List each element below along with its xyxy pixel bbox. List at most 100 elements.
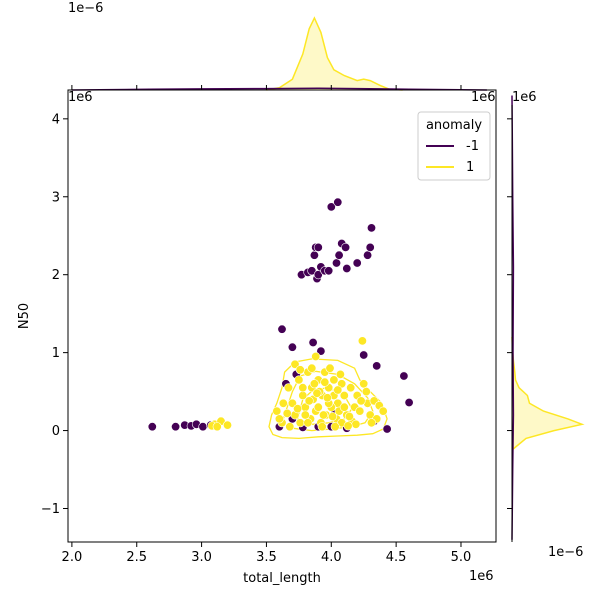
scatter-point-anomaly_neg (331, 258, 341, 268)
x-axis-label: total_length (243, 571, 321, 586)
x-tick-label: 3.0 (191, 550, 212, 565)
y-tick-label: 4 (52, 112, 60, 127)
scatter-point-anomaly_neg (316, 346, 326, 356)
top-kde-line-anomaly_neg (71, 87, 487, 91)
scatter-point-anomaly_pos (309, 379, 319, 389)
scatter-point-anomaly_pos (313, 402, 323, 412)
y-axis-label: N50 (17, 303, 32, 329)
y-scale-label: 1e6 (68, 90, 93, 105)
scatter-point-anomaly_pos (320, 377, 330, 387)
x-tick-label: 4.5 (386, 550, 407, 565)
scatter-points (147, 197, 414, 434)
scatter-point-anomaly_pos (322, 393, 332, 403)
x-scale-label-bottom: 1e6 (469, 569, 494, 584)
y-tick-label: 1 (52, 346, 60, 361)
scatter-point-anomaly_neg (366, 223, 376, 233)
scatter-point-anomaly_pos (285, 422, 295, 432)
y-tick-label: 3 (52, 190, 60, 205)
x-tick-label: 5.0 (451, 550, 472, 565)
scatter-point-anomaly_neg (147, 422, 157, 432)
top-kde-line-anomaly_pos (266, 16, 403, 91)
scatter-point-anomaly_pos (356, 396, 366, 406)
scatter-point-anomaly_neg (382, 424, 392, 434)
scatter-point-anomaly_pos (300, 410, 310, 420)
x-tick-label: 2.0 (62, 550, 83, 565)
scatter-point-anomaly_pos (295, 418, 305, 428)
x-tick-label: 4.0 (321, 550, 342, 565)
scatter-point-anomaly_neg (307, 266, 317, 276)
scatter-point-anomaly_pos (325, 363, 335, 373)
scatter-point-anomaly_pos (351, 419, 361, 429)
scatter-point-anomaly_pos (307, 363, 317, 373)
scatter-point-anomaly_pos (212, 422, 222, 432)
scatter-point-anomaly_neg (363, 250, 373, 260)
right-marginal-scale-label: 1e−6 (548, 545, 583, 560)
scatter-point-anomaly_neg (309, 250, 319, 260)
scatter-point-anomaly_pos (318, 410, 328, 420)
x-tick-label: 3.5 (256, 550, 277, 565)
scatter-point-anomaly_pos (344, 411, 354, 421)
scatter-point-anomaly_pos (343, 421, 353, 431)
scatter-point-anomaly_pos (295, 365, 305, 375)
scatter-point-anomaly_pos (293, 404, 303, 414)
scatter-point-anomaly_pos (311, 351, 321, 361)
scatter-point-anomaly_pos (223, 420, 233, 430)
scatter-point-anomaly_pos (282, 408, 292, 418)
scatter-point-anomaly_pos (274, 414, 284, 424)
scatter-point-anomaly_neg (333, 197, 343, 207)
scatter-point-anomaly_neg (326, 202, 336, 212)
scatter-point-anomaly_pos (303, 418, 313, 428)
right-marginal-top-scale-label: 1e6 (512, 90, 537, 105)
scatter-point-anomaly_pos (329, 375, 339, 385)
scatter-point-anomaly_neg (324, 266, 334, 276)
scatter-point-anomaly_pos (278, 398, 288, 408)
y-axis-ticks: −1 0 1 2 3 4 (41, 112, 512, 517)
x-axis-ticks: 2.0 2.5 3.0 3.5 4.0 4.5 5.0 (62, 85, 472, 565)
scatter-point-anomaly_pos (366, 418, 376, 428)
scatter-point-anomaly_pos (346, 383, 356, 393)
y-tick-label: 0 (52, 424, 60, 439)
legend-label-pos: 1 (466, 160, 474, 175)
x-scale-label: 1e6 (471, 90, 496, 105)
scatter-point-anomaly_neg (404, 397, 414, 407)
scatter-point-anomaly_neg (365, 242, 375, 252)
right-marginal: 1e−6 (511, 95, 585, 560)
top-marginal: 1e−6 (68, 1, 496, 91)
scatter-point-anomaly_neg (313, 242, 323, 252)
scatter-point-anomaly_pos (294, 375, 304, 385)
scatter-point-anomaly_pos (290, 359, 300, 369)
scatter-point-anomaly_pos (339, 402, 349, 412)
scatter-point-anomaly_pos (328, 411, 338, 421)
scatter-point-anomaly_pos (298, 383, 308, 393)
scatter-point-anomaly_neg (277, 324, 287, 334)
scatter-point-anomaly_pos (287, 398, 297, 408)
scatter-point-anomaly_pos (304, 396, 314, 406)
plot-frame (67, 89, 497, 543)
legend-title: anomaly (426, 118, 482, 133)
scatter-point-anomaly_neg (342, 263, 352, 273)
scatter-point-anomaly_neg (287, 342, 297, 352)
scatter-point-anomaly_pos (317, 422, 327, 432)
scatter-point-anomaly_pos (359, 379, 369, 389)
scatter-point-anomaly_pos (339, 390, 349, 400)
scatter-point-anomaly_neg (308, 337, 318, 347)
right-kde-fill-anomaly_pos (512, 337, 582, 450)
scatter-point-anomaly_neg (352, 258, 362, 268)
scatter-point-anomaly_neg (399, 371, 409, 381)
scatter-point-anomaly_pos (283, 383, 293, 393)
scatter-point-anomaly_pos (312, 388, 322, 398)
x-tick-label: 2.5 (126, 550, 147, 565)
legend: anomaly -1 1 (417, 111, 491, 181)
scatter-point-anomaly_neg (372, 361, 382, 371)
y-tick-label: −1 (41, 502, 60, 517)
scatter-point-anomaly_pos (378, 406, 388, 416)
scatter-point-anomaly_pos (333, 385, 343, 395)
scatter-point-anomaly_neg (359, 350, 369, 360)
main-axes: −1 0 1 2 3 4 2.0 2.5 3.0 3.5 4.0 4.5 5.0 1e6 1e6 1e… (17, 85, 537, 586)
scatter-point-anomaly_neg (171, 422, 181, 432)
scatter-point-anomaly_pos (357, 336, 367, 346)
scatter-point-anomaly_pos (355, 406, 365, 416)
right-kde-line-anomaly_neg (511, 95, 515, 540)
scatter-point-anomaly_neg (341, 242, 351, 252)
